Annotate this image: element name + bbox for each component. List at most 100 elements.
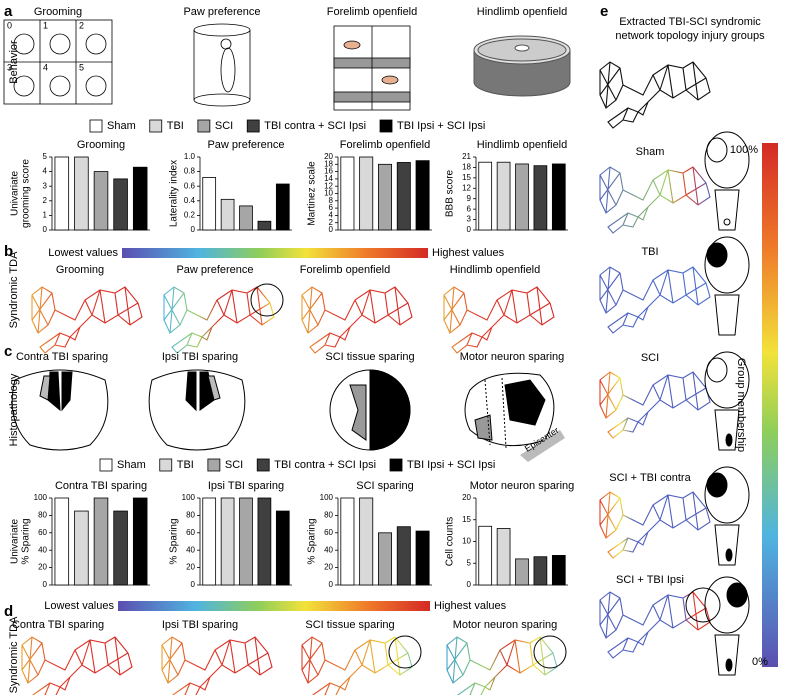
bar [478,525,493,586]
colorbar-bottom: 0% [752,656,768,668]
histology-title: Ipsi TBI sparing [162,351,238,363]
tda-title: Motor neuron sparing [453,619,558,631]
y-tick-label: 60 [324,528,333,537]
group-label: SCI + TBI Ipsi [616,574,684,586]
y-tick-label: 0.2 [184,211,196,220]
grooming-score: 1 [43,20,48,30]
y-tick-label: 0.6 [184,181,196,190]
bar [496,528,511,586]
y-tick-label: 100 [34,493,48,502]
histology-drawings [11,369,565,462]
y-tick-label: 6 [467,204,472,213]
legend-label: SCI [225,459,243,471]
y-tick-label: 20 [324,563,333,572]
y-tick-label: 40 [186,545,195,554]
panel-label: d [4,603,13,620]
tda-title: Forelimb openfield [300,264,391,276]
bar [359,497,374,586]
legend-swatch [149,119,163,133]
y-tick-label: 0 [191,225,196,234]
bar [113,178,128,231]
chart-title: Paw preference [207,139,284,151]
y-axis-label: Cell counts [445,517,456,566]
y-tick-label: 20 [324,152,333,161]
y-tick-label: 15 [462,515,471,524]
y-tick-label: 12 [462,183,471,192]
y-tick-label: 5 [43,152,48,161]
y-tick-label: 10 [462,537,471,546]
bar [515,558,529,586]
y-tick-label: 0 [329,225,334,234]
y-tick-label: 9 [467,194,472,203]
legend-label: Sham [117,459,146,471]
chart-title: Contra TBI sparing [55,480,147,492]
y-tick-label: 10 [324,189,333,198]
tda-title: Contra TBI sparing [12,619,104,631]
bar [132,166,148,231]
y-tick-label: 14 [324,174,333,183]
bar [359,156,374,231]
panel-label: b [4,243,13,260]
colorbar-top: 100% [730,144,758,156]
legend-swatch [207,458,221,472]
row-label: Syndromic TDA [8,251,20,328]
bar [74,156,89,231]
bar [93,171,109,231]
bar [340,497,355,586]
y-axis-label: % Sparing [307,518,318,564]
y-tick-label: 0 [467,225,472,234]
panel-label: a [4,3,13,20]
highlight-circle [533,635,567,669]
y-axis-label: Laterality index [169,160,180,227]
legend-label: TBI Ipsi + SCI Ipsi [397,120,485,132]
panel-title: Extracted TBI-SCI syndromic [619,16,761,28]
y-tick-label: 0 [467,580,472,589]
tda-title: SCI tissue sparing [305,619,394,631]
tda-title: Grooming [56,264,104,276]
bar [54,156,70,231]
bar [113,510,128,586]
bar [496,161,511,231]
y-axis-label: grooming score [21,159,32,228]
legend-label: TBI [167,120,184,132]
group-label: SCI [641,352,659,364]
y-tick-label: 20 [38,563,47,572]
bar [396,526,411,586]
panel-label: e [600,3,608,20]
y-tick-label: 18 [324,159,333,168]
bar [415,160,430,231]
y-axis-label: % Sparing [169,518,180,564]
y-tick-label: 5 [467,558,472,567]
bar [220,497,235,586]
bar [396,162,411,231]
y-axis-label: Univariate [10,171,21,216]
bar [533,556,548,586]
y-tick-label: 20 [186,563,195,572]
colorbar-low: Lowest values [44,600,114,612]
histology-title: SCI tissue sparing [325,351,414,363]
y-axis-label: Martinez scale [307,161,318,226]
chart-title: Forelimb openfield [340,139,431,151]
y-tick-label: 15 [462,173,471,182]
y-tick-label: 21 [462,152,471,161]
bar [132,497,148,586]
y-tick-label: 0.8 [184,167,196,176]
colorbar-high: Highest values [434,600,507,612]
highlight-circle [388,635,422,669]
bar [415,530,430,586]
row-label: Syndromic TDA [8,616,20,693]
tda-title: Paw preference [176,264,253,276]
chart-title: Grooming [77,139,125,151]
legend-label: TBI contra + SCI Ipsi [264,120,366,132]
highlight-circle [250,283,284,317]
row-label: Behavior [8,40,20,84]
y-tick-label: 3 [467,215,472,224]
grooming-score: 2 [79,20,84,30]
y-tick-label: 6 [329,203,334,212]
y-tick-label: 80 [38,511,47,520]
bar [239,205,253,231]
bar [54,497,70,586]
bar [275,510,290,586]
legend-swatch [379,119,393,133]
bar [551,555,566,586]
